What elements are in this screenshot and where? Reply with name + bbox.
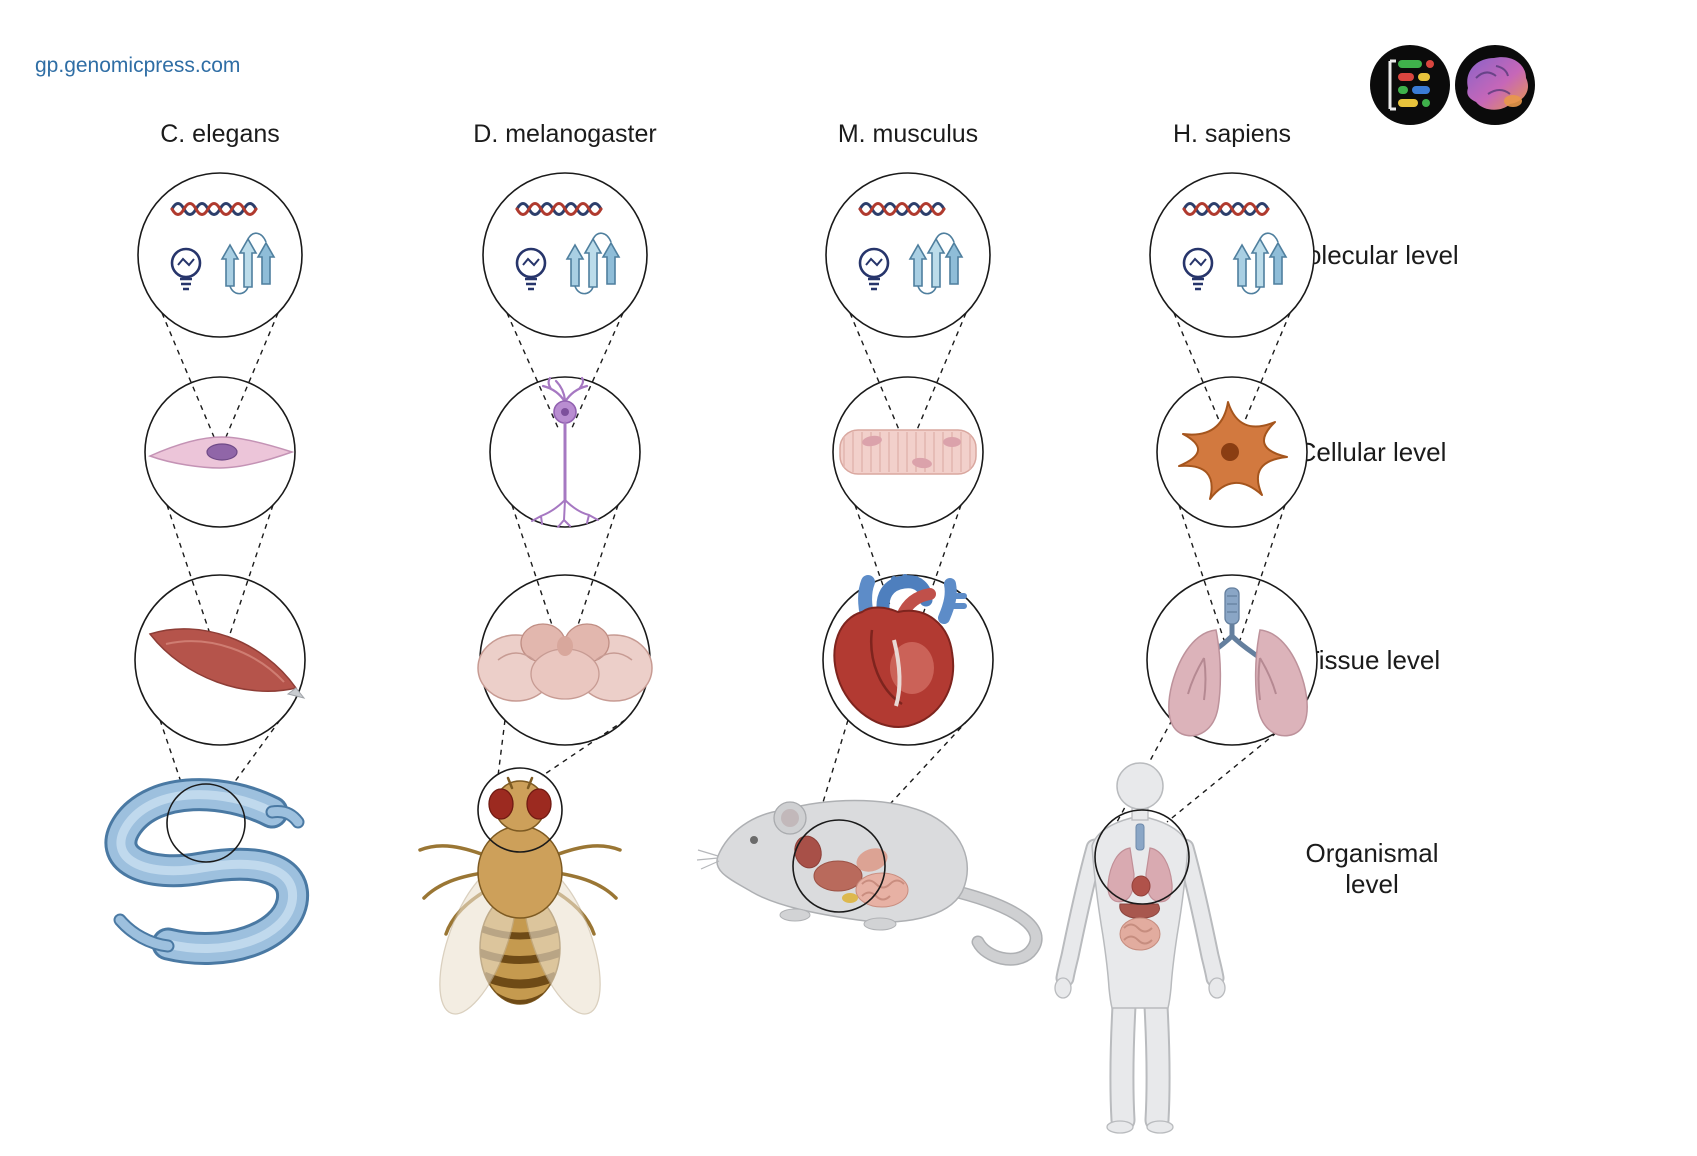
zoom-lines — [497, 312, 626, 777]
mouse-heart-tissue-icon — [833, 574, 967, 728]
worm-muscle-tissue-icon — [148, 628, 306, 699]
astrocyte-cell-icon — [1178, 401, 1288, 500]
mouse-organs — [794, 835, 909, 908]
column-d-melanogaster — [418, 171, 653, 1015]
column-c-elegans — [104, 171, 310, 965]
column-title-h-sapiens: H. sapiens — [1172, 120, 1292, 148]
level-label-organismal: Organismal level — [1305, 838, 1439, 899]
molecular-icon — [136, 171, 304, 339]
column-title-d-melanogaster: D. melanogaster — [473, 120, 657, 148]
genomic-press-alignment-logo-icon — [1370, 45, 1450, 125]
neuron-icon — [531, 376, 599, 528]
fruit-fly-illustration — [418, 776, 622, 1015]
level-label-tissue: Tissue level — [1303, 645, 1441, 675]
brain-journal-logo-icon — [1455, 45, 1535, 125]
zoom-lines — [813, 312, 969, 833]
striated-muscle-fiber-icon — [839, 429, 977, 475]
zoom-lines — [159, 312, 281, 792]
column-title-m-musculus: M. musculus — [837, 120, 979, 148]
organism-zoom-circle — [1094, 809, 1190, 905]
human-lungs-tissue-icon — [1168, 587, 1308, 737]
organism-zoom-circle — [166, 783, 246, 863]
column-title-c-elegans: C. elegans — [160, 120, 280, 148]
nematode-worm-illustration — [104, 778, 310, 965]
human-organs — [1107, 823, 1173, 951]
elongated-muscle-cell-icon — [147, 436, 295, 469]
molecular-icon — [824, 171, 992, 339]
organism-zoom-circle — [477, 767, 563, 853]
zoom-lines — [1116, 312, 1293, 823]
mouse-illustration — [696, 799, 1043, 966]
fly-brain-tissue-icon — [477, 623, 653, 702]
molecular-icon — [481, 171, 649, 339]
molecular-icon — [1148, 171, 1316, 339]
level-label-cellular: Cellular level — [1297, 437, 1447, 467]
column-m-musculus — [696, 171, 1043, 966]
organism-zoom-circle — [792, 819, 886, 913]
site-link: gp.genomicpress.com — [35, 54, 241, 77]
human-body-illustration — [1054, 762, 1226, 1134]
column-h-sapiens — [1054, 171, 1318, 1134]
